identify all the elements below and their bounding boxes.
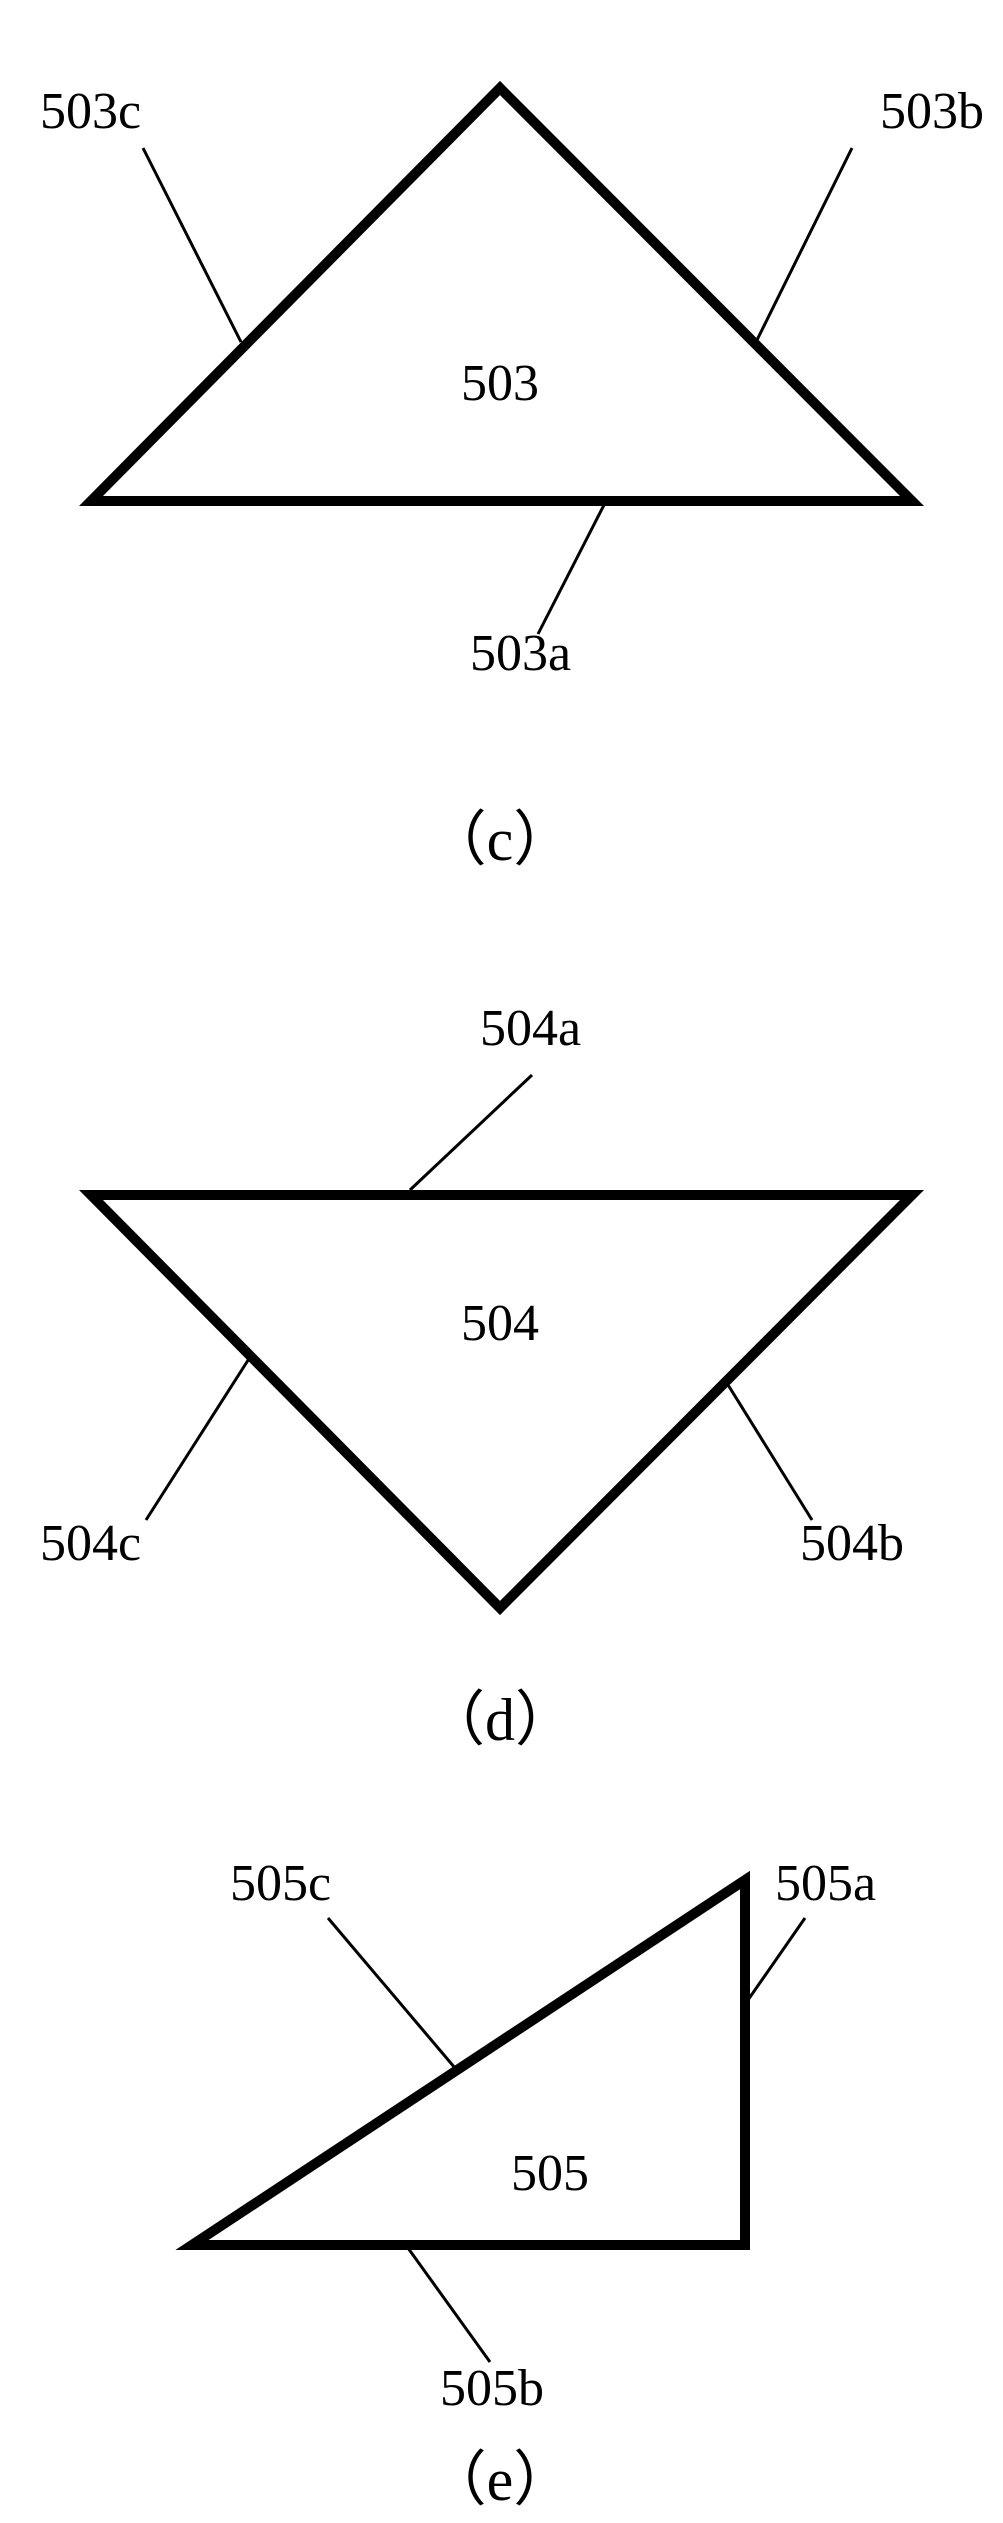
caption-c: （c） — [427, 807, 574, 873]
figure-stage: 503503a503b503c（c）504504a504b504c（d）5055… — [0, 0, 1003, 2523]
leader-504b — [725, 1380, 812, 1520]
side-label-505c: 505c — [230, 1855, 331, 1912]
triangle-503 — [91, 88, 912, 501]
leader-504a — [410, 1075, 532, 1190]
leader-504c — [146, 1354, 252, 1520]
leader-503c — [143, 148, 241, 342]
side-label-503b: 503b — [880, 83, 984, 140]
leader-505b — [408, 2248, 490, 2362]
shape-label-503: 503 — [461, 355, 539, 412]
side-label-503a: 503a — [470, 625, 571, 682]
leader-505a — [748, 1918, 805, 2000]
figure-d: 504 504a 504b 504c （d） — [40, 1000, 912, 1753]
leader-503a — [538, 503, 605, 634]
side-label-505a: 505a — [775, 1855, 876, 1912]
figure-c: 503 503a 503b 503c （c） — [40, 83, 984, 873]
leader-503b — [756, 148, 852, 342]
figure-svg: 503503a503b503c（c）504504a504b504c（d）5055… — [0, 0, 1003, 2523]
side-label-505b: 505b — [440, 2360, 544, 2417]
figure-e: 505 505a 505b 505c （e） — [192, 1855, 876, 2513]
side-label-504a: 504a — [480, 1000, 581, 1057]
triangle-504 — [91, 1195, 912, 1608]
caption-d: （d） — [425, 1687, 575, 1753]
caption-e: （e） — [427, 2447, 574, 2513]
side-label-504c: 504c — [40, 1515, 141, 1572]
side-label-503c: 503c — [40, 83, 141, 140]
shape-label-505: 505 — [511, 2145, 589, 2202]
shape-label-504: 504 — [461, 1295, 539, 1352]
leader-505c — [328, 1918, 455, 2068]
side-label-504b: 504b — [800, 1515, 904, 1572]
triangle-505 — [192, 1880, 745, 2245]
